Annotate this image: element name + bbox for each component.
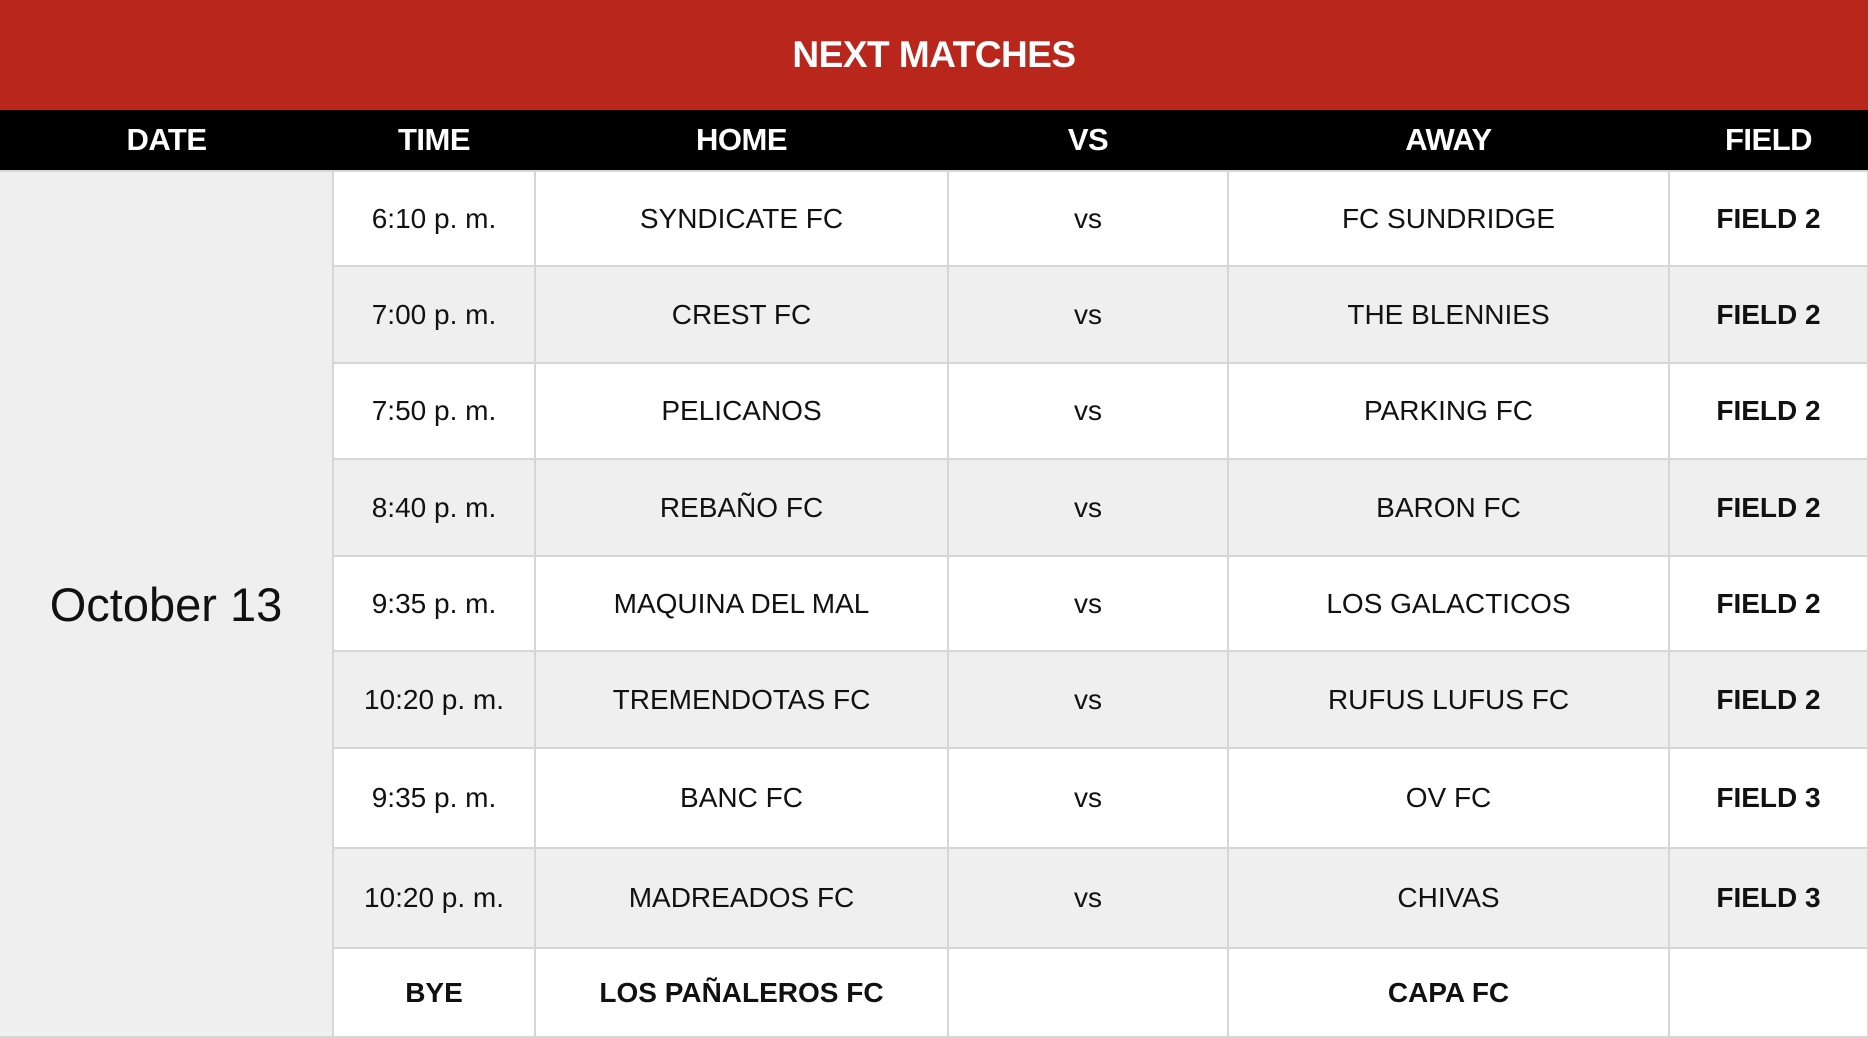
home-team: CREST FC [534, 265, 949, 364]
vs-label: vs [947, 650, 1229, 749]
header-vs: VS [948, 110, 1228, 171]
page-title: NEXT MATCHES [0, 0, 1868, 110]
match-time: 6:10 p. m. [332, 170, 536, 267]
match-time: 9:35 p. m. [332, 555, 536, 652]
header-date: DATE [0, 110, 333, 171]
away-team: FC SUNDRIDGE [1227, 170, 1670, 267]
field-label: FIELD 3 [1668, 847, 1868, 949]
vs-label: vs [947, 747, 1229, 849]
match-time: 7:50 p. m. [332, 362, 536, 460]
bye-label: BYE [332, 947, 536, 1038]
away-team: BARON FC [1227, 458, 1670, 557]
table-header: DATE TIME HOME VS AWAY FIELD [0, 110, 1868, 171]
table-row: 8:40 p. m. REBAÑO FC vs BARON FC FIELD 2 [0, 458, 1868, 557]
vs-label: vs [947, 458, 1229, 557]
bye-team-1: LOS PAÑALEROS FC [534, 947, 949, 1038]
table-row: 10:20 p. m. TREMENDOTAS FC vs RUFUS LUFU… [0, 650, 1868, 749]
match-time: 8:40 p. m. [332, 458, 536, 557]
vs-label: vs [947, 555, 1229, 652]
bye-team-2: CAPA FC [1227, 947, 1670, 1038]
match-time: 9:35 p. m. [332, 747, 536, 849]
matches-table: DATE TIME HOME VS AWAY FIELD October 13 6… [0, 110, 1868, 1038]
field-label: FIELD 3 [1668, 747, 1868, 849]
match-time: 7:00 p. m. [332, 265, 536, 364]
table-row: October 13 6:10 p. m. SYNDICATE FC vs FC … [0, 170, 1868, 1038]
table-row: 7:00 p. m. CREST FC vs THE BLENNIES FIEL… [0, 265, 1868, 364]
home-team: TREMENDOTAS FC [534, 650, 949, 749]
header-field: FIELD [1669, 110, 1868, 171]
home-team: SYNDICATE FC [534, 170, 949, 267]
field-label: FIELD 2 [1668, 650, 1868, 749]
vs-label: vs [947, 265, 1229, 364]
table-row: 10:20 p. m. MADREADOS FC vs CHIVAS FIELD… [0, 847, 1868, 949]
vs-label: vs [947, 170, 1229, 267]
home-team: MADREADOS FC [534, 847, 949, 949]
vs-label: vs [947, 847, 1229, 949]
table-row: 9:35 p. m. MAQUINA DEL MAL vs LOS GALACT… [0, 555, 1868, 652]
home-team: MAQUINA DEL MAL [534, 555, 949, 652]
match-time: 10:20 p. m. [332, 650, 536, 749]
away-team: PARKING FC [1227, 362, 1670, 460]
match-date: October 13 [0, 170, 334, 1038]
header-home: HOME [535, 110, 948, 171]
home-team: REBAÑO FC [534, 458, 949, 557]
header-away: AWAY [1228, 110, 1669, 171]
away-team: THE BLENNIES [1227, 265, 1670, 364]
empty-cell [1668, 947, 1868, 1038]
field-label: FIELD 2 [1668, 458, 1868, 557]
field-label: FIELD 2 [1668, 362, 1868, 460]
home-team: PELICANOS [534, 362, 949, 460]
match-time: 10:20 p. m. [332, 847, 536, 949]
vs-label: vs [947, 362, 1229, 460]
table-row: 7:50 p. m. PELICANOS vs PARKING FC FIELD… [0, 362, 1868, 460]
away-team: OV FC [1227, 747, 1670, 849]
home-team: BANC FC [534, 747, 949, 849]
empty-cell [947, 947, 1229, 1038]
field-label: FIELD 2 [1668, 265, 1868, 364]
away-team: CHIVAS [1227, 847, 1670, 949]
field-label: FIELD 2 [1668, 170, 1868, 267]
header-time: TIME [333, 110, 535, 171]
field-label: FIELD 2 [1668, 555, 1868, 652]
away-team: LOS GALACTICOS [1227, 555, 1670, 652]
table-row: 9:35 p. m. BANC FC vs OV FC FIELD 3 [0, 747, 1868, 849]
away-team: RUFUS LUFUS FC [1227, 650, 1670, 749]
